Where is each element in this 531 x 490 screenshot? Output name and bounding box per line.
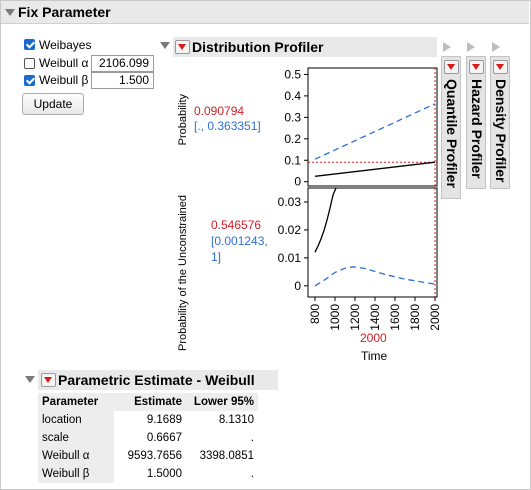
estimate-menu-icon[interactable] <box>41 373 56 387</box>
y-tick-label: 0.4 <box>284 89 301 103</box>
weibull-alpha-label: Weibull α <box>39 56 89 70</box>
estimate-cell: 9593.7656 <box>127 450 182 462</box>
profiler-disclosure-icon[interactable] <box>160 42 170 49</box>
quantile-menu-icon[interactable] <box>444 60 459 74</box>
estimate-title: Parametric Estimate - Weibull <box>58 372 255 388</box>
unconstrained-ci-a: [0.001243, <box>211 234 268 248</box>
weibull-beta-label: Weibull β <box>39 73 89 87</box>
x-tick-label: 1000 <box>328 304 342 331</box>
row-label: scale <box>38 429 114 447</box>
estimate-line-1-0 <box>314 187 337 253</box>
table-row: Weibull α 9593.7656 3398.0851 <box>38 447 258 465</box>
x-tick-label: 1800 <box>408 304 422 331</box>
unconstrained-value: 0.546576 <box>211 218 262 232</box>
weibull-beta-input[interactable]: 1.500 <box>91 72 154 89</box>
confidence-band-line-0-1 <box>314 103 436 160</box>
tab-hazard-label: Hazard Profiler <box>469 79 485 179</box>
y-tick-label: 0.02 <box>278 223 302 237</box>
lower-cell: 3398.0851 <box>199 450 254 462</box>
table-row: scale 0.6667 . <box>38 429 258 447</box>
unconstrained-ci-b: 1] <box>211 250 222 264</box>
y-tick-label: 0.1 <box>284 153 301 167</box>
x-tick-label: 1400 <box>368 304 382 331</box>
tab-density-label: Density Profiler <box>493 79 509 183</box>
estimate-cell: 1.5000 <box>146 468 182 480</box>
estimate-disclosure-icon[interactable] <box>25 376 35 383</box>
table-row: Weibull β 1.5000 . <box>38 465 258 483</box>
lower-cell: 8.1310 <box>218 414 254 426</box>
tab-quantile-profiler[interactable]: Quantile Profiler <box>441 56 461 199</box>
lower-cell: . <box>250 432 254 444</box>
tab-density-profiler[interactable]: Density Profiler <box>490 56 510 189</box>
header-estimate: Estimate <box>114 393 186 411</box>
header-lower95: Lower 95% <box>186 393 258 411</box>
plot-frame-0 <box>307 67 438 187</box>
estimate-cell: 9.1689 <box>146 414 182 426</box>
row-label: location <box>38 411 114 429</box>
plot-frame-1 <box>307 187 438 298</box>
profiler-menu-icon[interactable] <box>175 40 190 54</box>
table-row: location 9.1689 8.1310 <box>38 411 258 429</box>
y-tick-label: 0.3 <box>284 110 301 124</box>
weibayes-label: Weibayes <box>39 38 92 52</box>
x-tick-label: 2000 <box>428 304 442 331</box>
estimate-line-0-0 <box>314 161 436 177</box>
x-current-value[interactable]: 2000 <box>360 331 387 345</box>
weibayes-checkbox[interactable] <box>24 39 35 50</box>
density-menu-icon[interactable] <box>493 60 508 74</box>
x-tick-label: 800 <box>308 304 322 324</box>
weibull-beta-checkbox[interactable] <box>24 75 35 86</box>
x-tick-label: 1600 <box>388 304 402 331</box>
estimate-cell: 0.6667 <box>146 432 182 444</box>
y-tick-label: 0 <box>294 279 301 293</box>
estimate-header <box>38 370 278 390</box>
x-axis-title: Time <box>361 349 388 363</box>
hazard-expand-icon[interactable] <box>467 42 475 52</box>
row-label: Weibull β <box>38 465 114 483</box>
update-button[interactable]: Update <box>22 93 84 115</box>
y-tick-label: 0.03 <box>278 195 302 209</box>
y-tick-label: 0.5 <box>284 67 301 81</box>
y-tick-label: 0.01 <box>278 251 302 265</box>
hazard-menu-icon[interactable] <box>469 60 484 74</box>
header-parameter: Parameter <box>38 393 114 411</box>
lower-cell: . <box>250 468 254 480</box>
probability-value[interactable]: 0.090794 <box>194 104 245 118</box>
disclosure-triangle-icon[interactable] <box>5 9 15 16</box>
tab-quantile-label: Quantile Profiler <box>444 79 460 188</box>
panel-title: Fix Parameter <box>18 4 111 20</box>
table-header-row: Parameter Estimate Lower 95% <box>38 393 258 411</box>
estimate-table: Parameter Estimate Lower 95% location 9.… <box>38 393 258 483</box>
row-label: Weibull α <box>38 447 114 465</box>
y-tick-label: 0 <box>294 175 301 189</box>
tab-hazard-profiler[interactable]: Hazard Profiler <box>466 56 486 189</box>
y-tick-label: 0.2 <box>284 132 301 146</box>
profiler-title: Distribution Profiler <box>192 39 324 55</box>
quantile-expand-icon[interactable] <box>443 42 451 52</box>
weibull-alpha-input[interactable]: 2106.099 <box>91 55 154 72</box>
fix-parameter-header[interactable] <box>1 1 529 24</box>
density-expand-icon[interactable] <box>492 42 500 52</box>
weibull-alpha-checkbox[interactable] <box>24 58 35 69</box>
profiler-header <box>173 37 437 57</box>
probability-ci: [., 0.363351] <box>194 119 261 133</box>
x-tick-label: 1200 <box>348 304 362 331</box>
